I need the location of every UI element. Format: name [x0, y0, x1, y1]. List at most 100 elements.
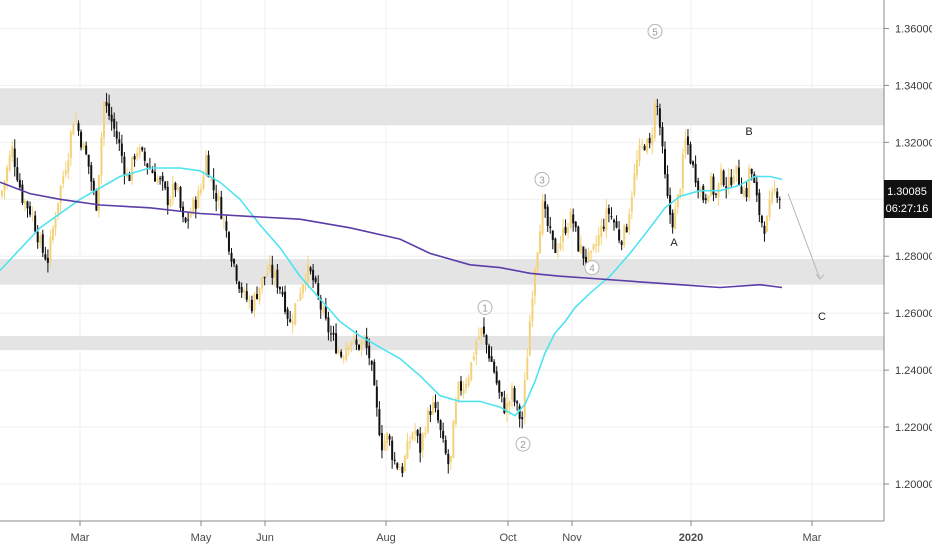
candle-body [732, 175, 735, 184]
candle-body [299, 293, 302, 300]
wave-label: C [818, 311, 826, 323]
candle-body [595, 244, 598, 247]
candle-body [243, 289, 246, 292]
candle-body [41, 234, 44, 253]
candle-body [467, 377, 470, 386]
candle-body [199, 188, 202, 194]
candle-body [511, 386, 513, 400]
candle-body [610, 216, 613, 218]
candle-body [437, 409, 440, 421]
candle-body [753, 174, 756, 183]
candle-body [600, 225, 603, 238]
candle-body [513, 388, 516, 403]
candle-body [171, 183, 174, 199]
x-tick-label: Aug [376, 532, 396, 544]
candle-body [59, 185, 62, 204]
candle-body [549, 226, 552, 228]
candle-body [684, 138, 687, 154]
candle-body [419, 433, 422, 453]
wave-marker [515, 436, 531, 452]
candle-body [281, 291, 284, 295]
candle-body [342, 357, 345, 359]
candle-body [77, 123, 80, 132]
fast-moving-average-line [0, 167, 783, 417]
candle-body [113, 118, 116, 129]
candle-body [110, 114, 113, 122]
candle-body [72, 123, 75, 135]
candle-body [340, 351, 343, 357]
candle-body [664, 149, 666, 175]
candle-body [11, 146, 14, 158]
candle-body [628, 214, 631, 231]
candle-body [49, 237, 52, 261]
candle-body [406, 440, 409, 459]
candle-body [197, 191, 200, 209]
candle-body [712, 176, 715, 195]
candle-body [743, 190, 746, 196]
candle-body [154, 171, 156, 182]
candle-body [6, 167, 9, 182]
bar-countdown: 06:27:16 [886, 203, 929, 215]
candle-body [44, 254, 47, 260]
candle-body [271, 264, 274, 278]
candle-body [444, 439, 447, 454]
candle-body [322, 308, 325, 313]
candle-body [653, 104, 656, 138]
wave-label: A [670, 237, 678, 249]
candle-body [100, 137, 103, 176]
candle-body [482, 326, 485, 334]
candle-body [605, 208, 608, 231]
candle-body [715, 193, 717, 195]
candle-body [360, 341, 363, 349]
candle-body [296, 300, 299, 302]
candle-body [378, 409, 381, 435]
candle-body [368, 345, 371, 359]
candle-body [179, 187, 182, 209]
candle-body [562, 228, 564, 242]
candle-body [352, 337, 355, 339]
candle-body [635, 160, 638, 176]
candle-body [641, 143, 644, 145]
candle-body [13, 148, 16, 167]
candle-body [720, 169, 723, 186]
candle-body [539, 231, 542, 254]
candle-body [386, 432, 389, 443]
candle-body [312, 269, 315, 281]
candle-body [658, 108, 661, 128]
candle-body [737, 167, 740, 186]
candle-body [587, 252, 590, 265]
candle-body [763, 225, 766, 234]
price-zone [0, 88, 884, 126]
candle-body [67, 159, 70, 173]
candle-body [1, 190, 3, 197]
candle-body [638, 145, 641, 161]
candle-body [760, 215, 763, 224]
candle-body [758, 192, 761, 216]
candle-body [225, 221, 228, 231]
candle-body [569, 211, 572, 229]
candle-body [36, 231, 39, 243]
candle-body [169, 199, 172, 206]
candle-body [161, 175, 164, 182]
y-axis-ticks: 1.20000 1.22000 1.24000 1.26000 1.28000 1.300… [884, 23, 932, 491]
price-zone [0, 259, 884, 285]
annotations: 5 3 4 1 2 A B C [477, 23, 826, 452]
candle-body [151, 170, 154, 174]
candle-body [273, 271, 276, 279]
candle-body [521, 417, 524, 420]
candle-body [454, 401, 457, 424]
candle-body [495, 371, 498, 384]
candle-body [674, 208, 677, 230]
candle-body [556, 250, 559, 252]
candle-body [493, 361, 496, 373]
candlesticks [1, 92, 781, 478]
candle-body [332, 332, 335, 335]
candle-body [238, 281, 241, 289]
candle-body [457, 381, 460, 401]
y-tick-label: 1.32000 [895, 137, 932, 149]
candle-body [505, 403, 508, 414]
candle-body [324, 305, 327, 319]
candle-body [87, 154, 90, 167]
